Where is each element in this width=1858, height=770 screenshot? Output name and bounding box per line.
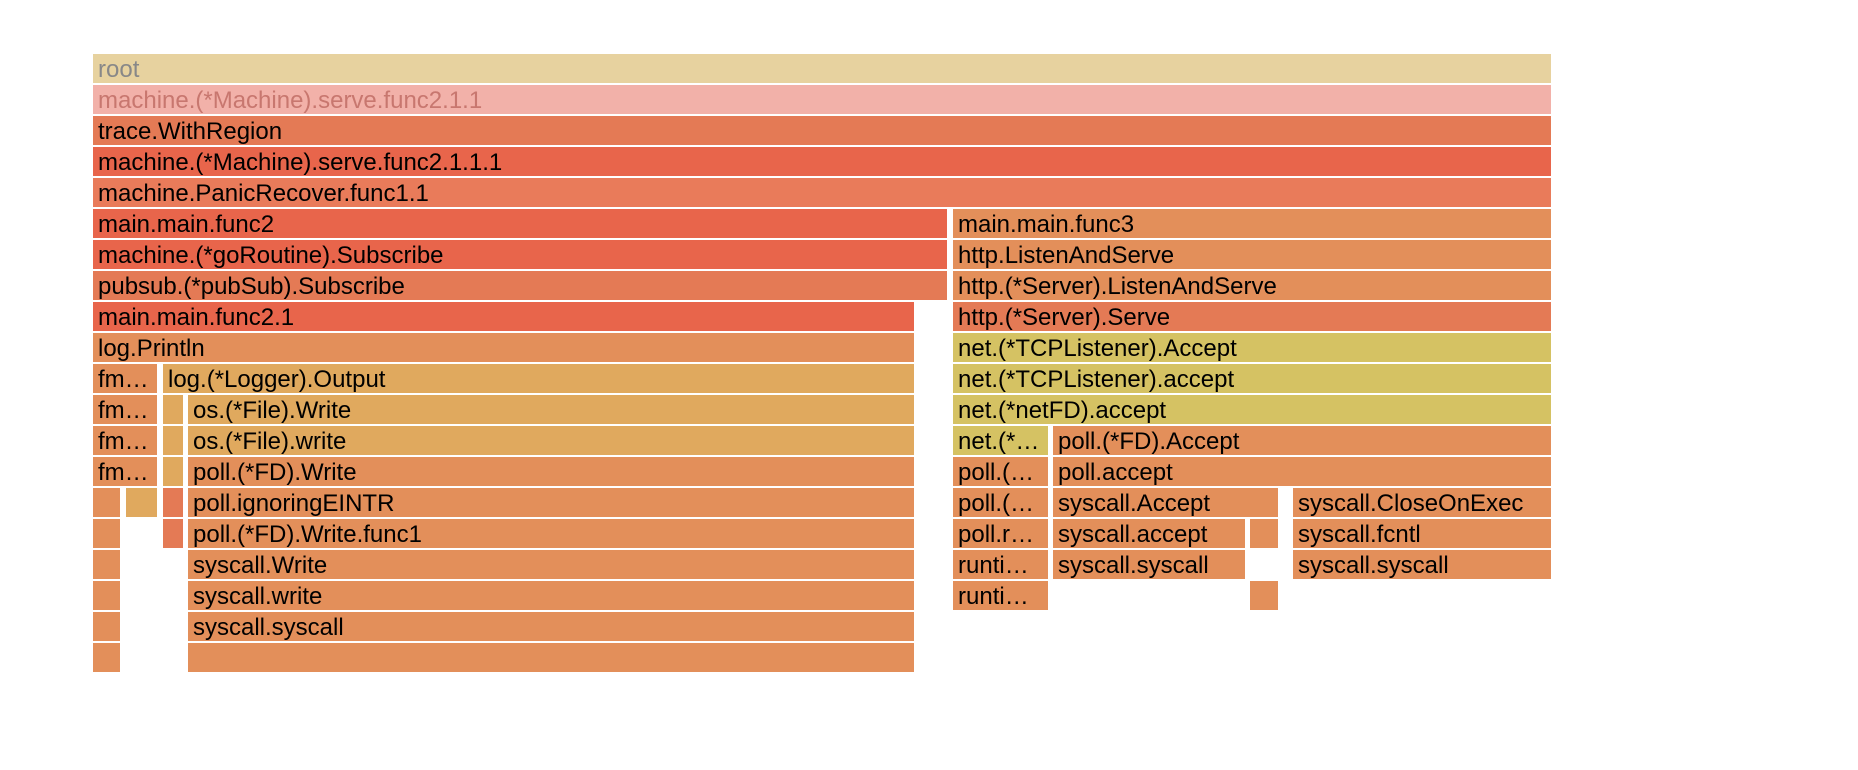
flame-frame[interactable] xyxy=(163,488,185,519)
flame-row: fmt… os.(*File).Write net.(*netFD).accept xyxy=(0,395,1858,426)
flame-frame[interactable]: syscall.accept xyxy=(1053,519,1247,550)
flame-frame[interactable]: http.(*Server).Serve xyxy=(953,302,1553,333)
flame-row: root xyxy=(0,54,1858,85)
flame-frame[interactable]: http.ListenAndServe xyxy=(953,240,1553,271)
flame-frame[interactable]: log.(*Logger).Output xyxy=(163,364,916,395)
flame-frame[interactable] xyxy=(163,426,185,457)
flame-frame[interactable]: http.(*Server).ListenAndServe xyxy=(953,271,1553,302)
flame-frame[interactable]: poll.(*… xyxy=(953,457,1050,488)
flame-row xyxy=(0,643,1858,674)
flame-frame[interactable]: net.(*netFD).accept xyxy=(953,395,1553,426)
flame-frame[interactable]: fmt… xyxy=(93,364,159,395)
flame-row: machine.(*Machine).serve.func2.1.1.1 xyxy=(0,147,1858,178)
flame-frame[interactable]: runtim… xyxy=(953,581,1050,612)
flame-frame[interactable] xyxy=(93,488,122,519)
flame-frame[interactable]: syscall.fcntl xyxy=(1293,519,1553,550)
flame-frame[interactable]: syscall.CloseOnExec xyxy=(1293,488,1553,519)
flame-frame[interactable] xyxy=(93,519,122,550)
flame-frame[interactable] xyxy=(93,550,122,581)
flame-frame[interactable] xyxy=(1250,519,1280,550)
flame-frame[interactable]: trace.WithRegion xyxy=(93,116,1553,147)
flame-frame[interactable] xyxy=(163,395,185,426)
flame-frame[interactable] xyxy=(1250,581,1280,612)
flame-frame[interactable]: root xyxy=(93,54,1553,85)
flame-frame[interactable] xyxy=(93,581,122,612)
flame-row: syscall.Writeruntim…syscall.syscallsysca… xyxy=(0,550,1858,581)
flame-row: poll.(*FD).Write.func1 poll.ru…syscall.ac… xyxy=(0,519,1858,550)
flame-row: main.main.func2main.main.func3 xyxy=(0,209,1858,240)
flame-frame[interactable] xyxy=(93,612,122,643)
flame-frame[interactable]: os.(*File).write xyxy=(188,426,916,457)
flame-frame[interactable]: poll.ru… xyxy=(953,519,1050,550)
flame-frame[interactable]: syscall.Accept xyxy=(1053,488,1280,519)
flame-row: trace.WithRegion xyxy=(0,116,1858,147)
flame-row: pubsub.(*pubSub).Subscribehttp.(*Server)… xyxy=(0,271,1858,302)
flame-frame[interactable]: syscall.syscall xyxy=(1293,550,1553,581)
flame-frame[interactable]: fmt… xyxy=(93,426,159,457)
flame-frame[interactable]: pubsub.(*pubSub).Subscribe xyxy=(93,271,949,302)
flame-row: machine.(*goRoutine).Subscribehttp.Liste… xyxy=(0,240,1858,271)
flame-frame[interactable]: main.main.func3 xyxy=(953,209,1553,240)
flame-row: log.Println net.(*TCPListener).Accept xyxy=(0,333,1858,364)
flame-frame[interactable] xyxy=(188,643,916,674)
flame-frame[interactable]: fmt… xyxy=(93,457,159,488)
flame-frame[interactable]: log.Println xyxy=(93,333,916,364)
flame-frame[interactable]: machine.(*Machine).serve.func2.1.1 xyxy=(93,85,1553,116)
flame-frame[interactable]: syscall.syscall xyxy=(188,612,916,643)
flame-frame[interactable] xyxy=(163,519,185,550)
flame-frame[interactable] xyxy=(93,643,122,674)
flame-frame[interactable]: poll.(*… xyxy=(953,488,1050,519)
flame-row: fmt…log.(*Logger).Output net.(*TCPListene… xyxy=(0,364,1858,395)
flame-frame[interactable]: main.main.func2 xyxy=(93,209,949,240)
flame-frame[interactable]: poll.(*FD).Accept xyxy=(1053,426,1553,457)
flame-frame[interactable]: syscall.syscall xyxy=(1053,550,1247,581)
flame-frame[interactable] xyxy=(126,488,159,519)
flame-frame[interactable]: machine.PanicRecover.func1.1 xyxy=(93,178,1553,209)
flame-row: main.main.func2.1 http.(*Server).Serve xyxy=(0,302,1858,333)
flame-row: syscall.syscall xyxy=(0,612,1858,643)
flame-frame[interactable]: net.(*TCPListener).Accept xyxy=(953,333,1553,364)
flame-frame[interactable]: runtim… xyxy=(953,550,1050,581)
flame-frame[interactable]: syscall.Write xyxy=(188,550,916,581)
flame-row: fmt… poll.(*FD).Write poll.(*…poll.accept xyxy=(0,457,1858,488)
flame-frame[interactable]: poll.(*FD).Write.func1 xyxy=(188,519,916,550)
flame-frame[interactable]: poll.ignoringEINTR xyxy=(188,488,916,519)
flamegraph: rootmachine.(*Machine).serve.func2.1.1tr… xyxy=(0,0,1858,770)
flame-frame[interactable] xyxy=(163,457,185,488)
flame-frame[interactable]: machine.(*goRoutine).Subscribe xyxy=(93,240,949,271)
flame-row: machine.(*Machine).serve.func2.1.1 xyxy=(0,85,1858,116)
flame-frame[interactable]: syscall.write xyxy=(188,581,916,612)
flame-frame[interactable]: os.(*File).Write xyxy=(188,395,916,426)
flame-frame[interactable]: poll.(*FD).Write xyxy=(188,457,916,488)
flame-frame[interactable]: machine.(*Machine).serve.func2.1.1.1 xyxy=(93,147,1553,178)
flame-frame[interactable]: poll.accept xyxy=(1053,457,1553,488)
flame-frame[interactable]: main.main.func2.1 xyxy=(93,302,916,333)
flame-frame[interactable]: net.(*TCPListener).accept xyxy=(953,364,1553,395)
flame-row: syscall.write runtim… xyxy=(0,581,1858,612)
flame-frame[interactable]: fmt… xyxy=(93,395,159,426)
flame-row: fmt… os.(*File).write net.(*…poll.(*FD).Ac… xyxy=(0,426,1858,457)
flame-row: poll.ignoringEINTR poll.(*…syscall.Accept… xyxy=(0,488,1858,519)
flame-frame[interactable]: net.(*… xyxy=(953,426,1050,457)
flame-row: machine.PanicRecover.func1.1 xyxy=(0,178,1858,209)
